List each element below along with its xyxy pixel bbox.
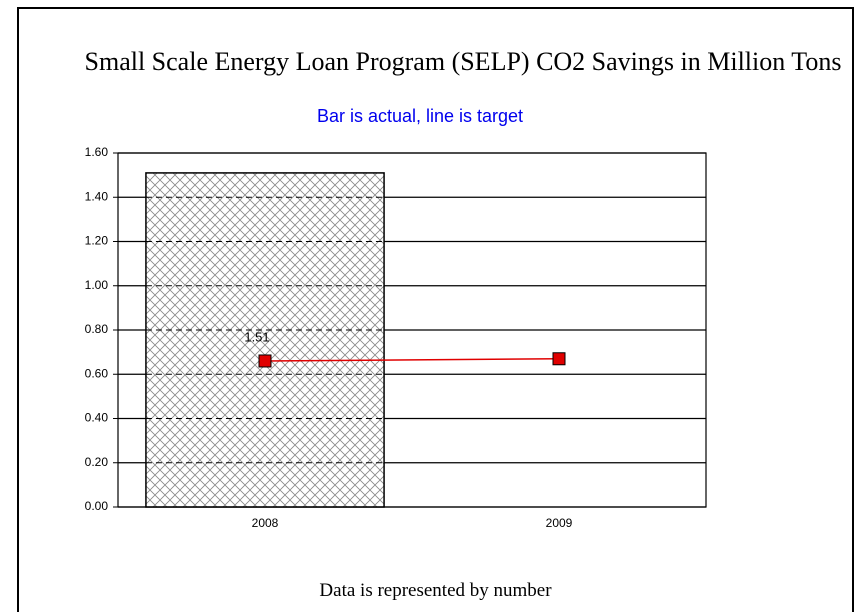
y-tick-label: 0.80	[85, 322, 109, 336]
x-tick-label: 2009	[546, 516, 573, 530]
chart-subtitle: Bar is actual, line is target	[317, 106, 523, 126]
y-tick-label: 0.40	[85, 411, 109, 425]
line	[264, 358, 560, 362]
marker	[552, 352, 566, 366]
y-tick-label: 0.20	[85, 455, 109, 469]
y-tick-label: 1.00	[85, 278, 109, 292]
footer-note: Data is represented by number	[319, 580, 552, 601]
data-label: 1.51	[244, 329, 269, 344]
y-tick-label: 1.20	[85, 234, 109, 248]
frame	[17, 7, 854, 612]
y-tick-label: 1.40	[85, 189, 109, 203]
plot-area: 0.00 0.20 0.40 0.60 0.80 1.00 1.20 1.40 1.60 2008…	[85, 145, 707, 530]
y-tick-label: 1.60	[85, 145, 109, 159]
y-tick-label: 0.00	[85, 499, 109, 513]
y-tick-label: 0.60	[85, 366, 109, 380]
marker	[258, 354, 272, 368]
x-tick-label: 2008	[252, 516, 279, 530]
chart-title: Small Scale Energy Loan Program (SELP) C…	[84, 47, 842, 76]
plot-border	[117, 152, 707, 508]
